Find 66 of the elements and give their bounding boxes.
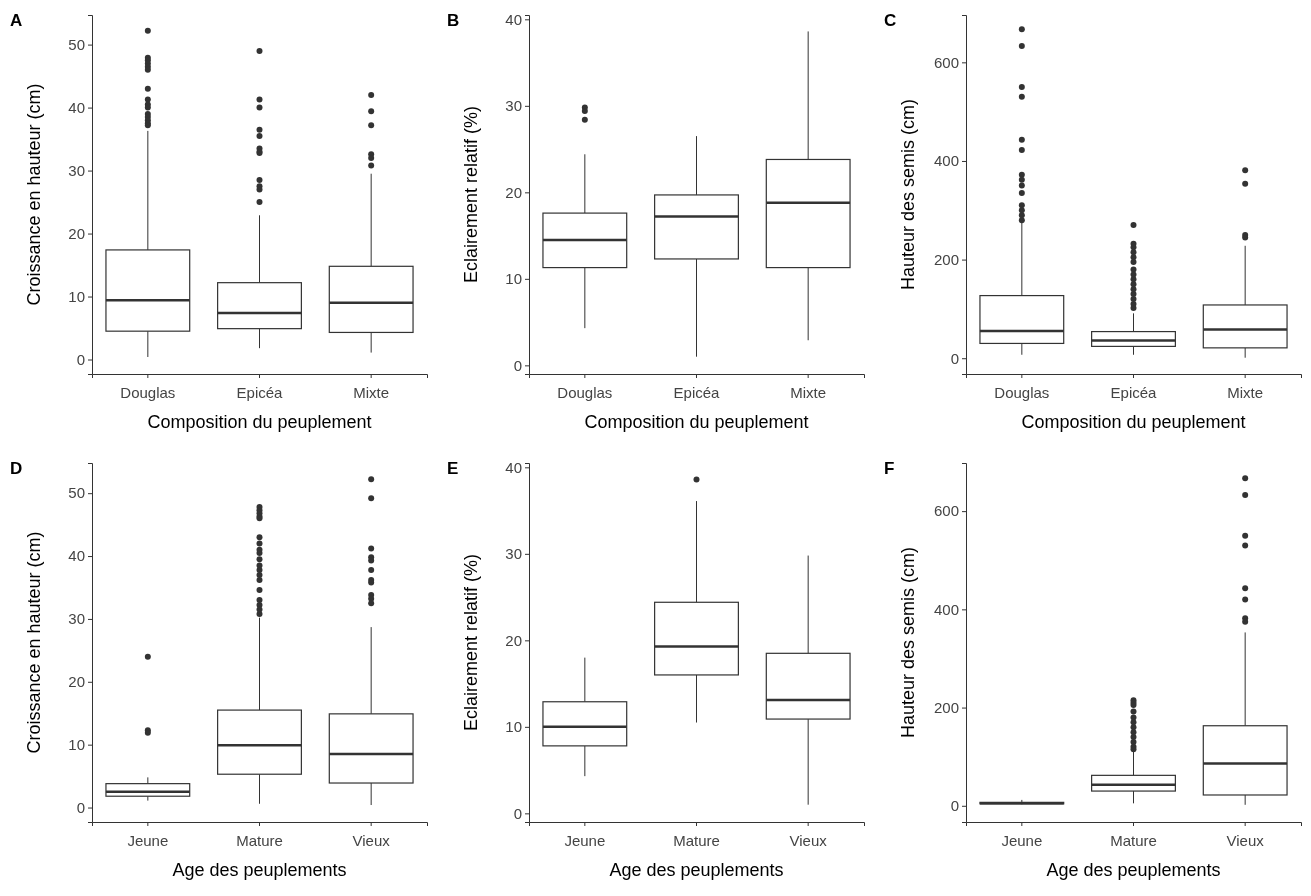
x-tick-label: Jeune	[564, 831, 606, 849]
y-tick-label: 0	[76, 798, 85, 816]
chart-title: E	[447, 459, 459, 478]
x-tick-label: Douglas	[994, 383, 1050, 401]
y-tick-label: 30	[505, 97, 522, 115]
x-tick-label: Mature	[1110, 831, 1157, 849]
y-axis-title: Eclairement relatif (%)	[461, 553, 481, 732]
chart-title: D	[10, 459, 23, 478]
y-tick-label: 0	[950, 797, 959, 815]
x-tick-label: Epicéa	[673, 383, 721, 401]
x-tick-label: Mature	[236, 831, 283, 849]
x-tick-label: Epicéa	[236, 383, 284, 401]
y-tick-label: 200	[933, 698, 959, 716]
y-axis-title: Hauteur des semis (cm)	[898, 546, 918, 739]
y-tick-label: 30	[505, 545, 522, 563]
x-tick-label: Vieux	[1226, 831, 1265, 849]
y-tick-label: 10	[505, 718, 522, 736]
y-axis-title: Eclairement relatif (%)	[461, 105, 481, 284]
x-tick-label: Vieux	[352, 831, 391, 849]
x-tick-label: Vieux	[789, 831, 828, 849]
y-tick-label: 10	[68, 735, 85, 753]
y-tick-label: 0	[76, 350, 85, 368]
x-axis-title: Age des peuplements	[1046, 860, 1221, 880]
x-tick-label: Jeune	[1001, 831, 1043, 849]
x-tick-label: Mature	[673, 831, 720, 849]
y-tick-label: 30	[68, 161, 85, 179]
chart-title: B	[447, 11, 460, 30]
x-tick-label: Jeune	[127, 831, 169, 849]
y-tick-label: 20	[68, 224, 85, 242]
y-tick-label: 600	[933, 53, 959, 71]
y-tick-label: 0	[513, 804, 522, 822]
y-tick-label: 50	[68, 484, 85, 502]
y-tick-label: 20	[505, 631, 522, 649]
y-tick-label: 400	[933, 152, 959, 170]
x-axis-title: Age des peuplements	[172, 860, 347, 880]
y-tick-label: 0	[950, 349, 959, 367]
y-tick-label: 40	[68, 98, 85, 116]
y-tick-label: 50	[68, 35, 85, 53]
y-tick-label: 40	[505, 458, 522, 476]
x-tick-label: Mixte	[353, 383, 390, 401]
x-axis-title: Composition du peuplement	[1021, 412, 1246, 432]
x-axis-title: Composition du peuplement	[584, 412, 809, 432]
y-tick-label: 40	[505, 10, 522, 28]
x-axis-title: Age des peuplements	[609, 860, 784, 880]
y-tick-label: 0	[513, 356, 522, 374]
y-tick-label: 20	[68, 673, 85, 691]
y-tick-label: 40	[68, 547, 85, 565]
x-tick-label: Mixte	[1227, 383, 1264, 401]
chart-title: A	[10, 11, 23, 30]
y-axis-title: Croissance en hauteur (cm)	[24, 83, 44, 306]
x-tick-label: Douglas	[120, 383, 176, 401]
x-tick-label: Douglas	[557, 383, 613, 401]
y-tick-label: 10	[505, 270, 522, 288]
y-axis-title: Hauteur des semis (cm)	[898, 98, 918, 291]
y-axis-title: Croissance en hauteur (cm)	[24, 531, 44, 754]
chart-title: C	[884, 11, 897, 30]
x-tick-label: Mixte	[790, 383, 827, 401]
y-tick-label: 600	[933, 502, 959, 520]
x-tick-label: Epicéa	[1110, 383, 1158, 401]
chart-title: F	[884, 459, 895, 478]
y-tick-label: 10	[68, 287, 85, 305]
x-axis-title: Composition du peuplement	[147, 412, 372, 432]
y-tick-label: 20	[505, 183, 522, 201]
y-tick-label: 200	[933, 250, 959, 268]
y-tick-label: 30	[68, 610, 85, 628]
y-tick-label: 400	[933, 600, 959, 618]
